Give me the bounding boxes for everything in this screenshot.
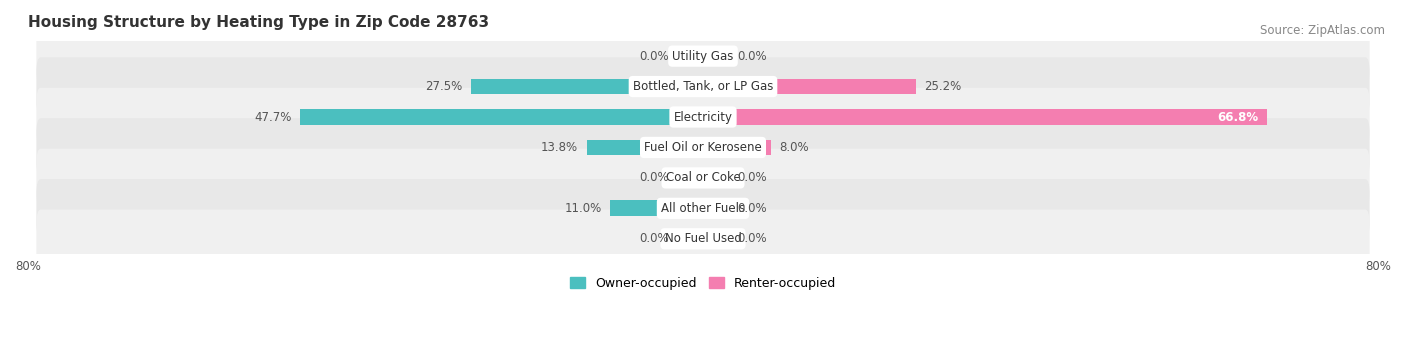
Text: 25.2%: 25.2% xyxy=(924,80,962,93)
FancyBboxPatch shape xyxy=(37,57,1369,116)
FancyBboxPatch shape xyxy=(37,210,1369,268)
Text: Bottled, Tank, or LP Gas: Bottled, Tank, or LP Gas xyxy=(633,80,773,93)
Text: 13.8%: 13.8% xyxy=(541,141,578,154)
Text: All other Fuels: All other Fuels xyxy=(661,202,745,215)
Bar xyxy=(703,48,728,64)
Text: Source: ZipAtlas.com: Source: ZipAtlas.com xyxy=(1260,24,1385,37)
Text: No Fuel Used: No Fuel Used xyxy=(665,232,741,245)
Text: Utility Gas: Utility Gas xyxy=(672,49,734,63)
Text: 0.0%: 0.0% xyxy=(640,232,669,245)
Bar xyxy=(610,201,703,216)
Text: Housing Structure by Heating Type in Zip Code 28763: Housing Structure by Heating Type in Zip… xyxy=(28,15,489,30)
Text: 27.5%: 27.5% xyxy=(425,80,463,93)
FancyBboxPatch shape xyxy=(37,27,1369,85)
Text: 0.0%: 0.0% xyxy=(640,49,669,63)
Bar xyxy=(703,170,728,186)
Bar xyxy=(703,231,728,247)
Bar xyxy=(678,170,703,186)
FancyBboxPatch shape xyxy=(37,118,1369,177)
FancyBboxPatch shape xyxy=(37,149,1369,207)
Bar xyxy=(471,79,703,94)
Bar xyxy=(703,139,770,155)
Text: 8.0%: 8.0% xyxy=(779,141,808,154)
Text: 11.0%: 11.0% xyxy=(564,202,602,215)
FancyBboxPatch shape xyxy=(37,88,1369,146)
Text: 0.0%: 0.0% xyxy=(737,172,766,184)
Text: 0.0%: 0.0% xyxy=(640,172,669,184)
Bar xyxy=(678,231,703,247)
Text: 47.7%: 47.7% xyxy=(254,110,292,123)
Text: 0.0%: 0.0% xyxy=(737,232,766,245)
Text: 0.0%: 0.0% xyxy=(737,49,766,63)
Text: 0.0%: 0.0% xyxy=(737,202,766,215)
Bar xyxy=(703,109,1267,125)
Legend: Owner-occupied, Renter-occupied: Owner-occupied, Renter-occupied xyxy=(565,272,841,295)
Text: Coal or Coke: Coal or Coke xyxy=(665,172,741,184)
Text: Electricity: Electricity xyxy=(673,110,733,123)
Bar xyxy=(586,139,703,155)
Text: 66.8%: 66.8% xyxy=(1218,110,1258,123)
Bar xyxy=(703,79,915,94)
Bar xyxy=(301,109,703,125)
FancyBboxPatch shape xyxy=(37,179,1369,238)
Bar xyxy=(678,48,703,64)
Bar xyxy=(703,201,728,216)
Text: Fuel Oil or Kerosene: Fuel Oil or Kerosene xyxy=(644,141,762,154)
